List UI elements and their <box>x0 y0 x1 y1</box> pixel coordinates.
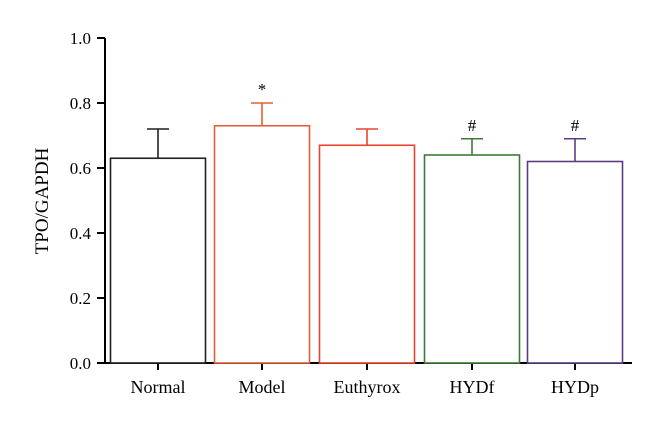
x-tick-label: HYDf <box>450 377 495 397</box>
y-tick-label: 0.6 <box>70 159 91 178</box>
y-axis-label: TPO/GAPDH <box>32 147 53 254</box>
bars <box>109 102 624 364</box>
labels: Normal * Model Euthyrox # HYDf # HYDp <box>131 80 599 397</box>
x-tick-label: Normal <box>131 377 186 397</box>
y-tick-label: 0.4 <box>70 224 92 243</box>
bar-hydf <box>423 154 521 364</box>
significance-marker: # <box>468 116 477 135</box>
bar-euthyrox <box>318 144 416 364</box>
y-tick-label: 0.8 <box>70 94 91 113</box>
y-tick-label: 0.0 <box>70 354 91 373</box>
y-tick-label: 0.2 <box>70 289 91 308</box>
x-tick-label: Model <box>239 377 286 397</box>
x-tick-label: HYDp <box>551 377 599 397</box>
bar-hydp <box>526 160 624 364</box>
significance-marker: # <box>571 116 580 135</box>
x-tick-label: Euthyrox <box>334 377 401 397</box>
y-tick-label: 1.0 <box>70 29 91 48</box>
significance-marker: * <box>258 80 267 99</box>
bar-normal <box>109 157 207 364</box>
bar-model <box>213 124 311 364</box>
